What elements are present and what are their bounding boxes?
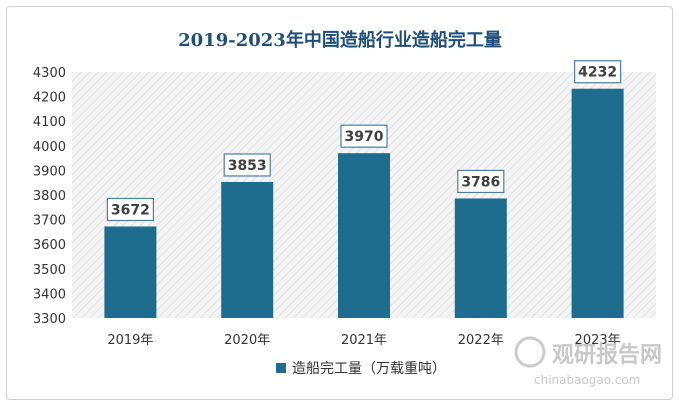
legend-label: 造船完工量（万载重吨） bbox=[292, 361, 446, 377]
y-tick-label: 4200 bbox=[33, 91, 66, 106]
bar bbox=[571, 88, 624, 318]
data-label: 3672 bbox=[111, 202, 150, 218]
watermark: 观研报告网 chinabaogao.com bbox=[514, 336, 662, 387]
y-tick-label: 4300 bbox=[33, 66, 66, 81]
legend-swatch bbox=[276, 363, 286, 373]
x-axis: 2019年 2020年 2021年 2022年 2023年 bbox=[107, 333, 620, 348]
legend: 造船完工量（万载重吨） bbox=[276, 361, 446, 377]
y-tick-label: 3700 bbox=[33, 214, 66, 229]
y-axis: 3300 3400 3500 3600 3700 3800 3900 4000 4100 4200… bbox=[33, 66, 66, 327]
y-tick-label: 4100 bbox=[33, 115, 66, 130]
y-tick-label: 3900 bbox=[33, 164, 66, 179]
x-tick-label: 2022年 bbox=[458, 333, 504, 348]
y-tick-label: 3800 bbox=[33, 189, 66, 204]
x-tick-label: 2021年 bbox=[341, 333, 387, 348]
data-label-box bbox=[573, 60, 622, 84]
data-label-box bbox=[457, 169, 505, 194]
data-label: 3970 bbox=[345, 129, 384, 145]
watermark-brand: 观研报告网 bbox=[552, 343, 662, 368]
x-tick-label: 2020年 bbox=[224, 333, 270, 348]
data-label-box bbox=[340, 124, 388, 148]
x-tick-label: 2019年 bbox=[107, 333, 153, 348]
y-tick-label: 3500 bbox=[33, 263, 66, 278]
y-tick-label: 3600 bbox=[33, 238, 66, 253]
bar bbox=[221, 181, 274, 318]
chart-title: 2019-2023年中国造船行业造船完工量 bbox=[178, 29, 502, 51]
bar bbox=[454, 198, 507, 318]
watermark-url: chinabaogao.com bbox=[534, 373, 640, 387]
bar bbox=[104, 226, 157, 318]
data-label-box bbox=[106, 197, 155, 222]
y-tick-label: 3300 bbox=[33, 312, 66, 327]
y-tick-label: 4000 bbox=[33, 140, 66, 155]
x-tick-label: 2023年 bbox=[575, 333, 621, 348]
bars: 3672 3853 3970 3786 4232 bbox=[104, 60, 624, 318]
data-label-box bbox=[223, 153, 271, 177]
data-label: 4232 bbox=[578, 65, 617, 81]
data-label: 3853 bbox=[228, 158, 267, 174]
watermark-logo-icon bbox=[514, 336, 546, 368]
bar bbox=[338, 153, 390, 318]
data-label: 3786 bbox=[461, 174, 500, 190]
y-tick-label: 3400 bbox=[33, 287, 66, 302]
